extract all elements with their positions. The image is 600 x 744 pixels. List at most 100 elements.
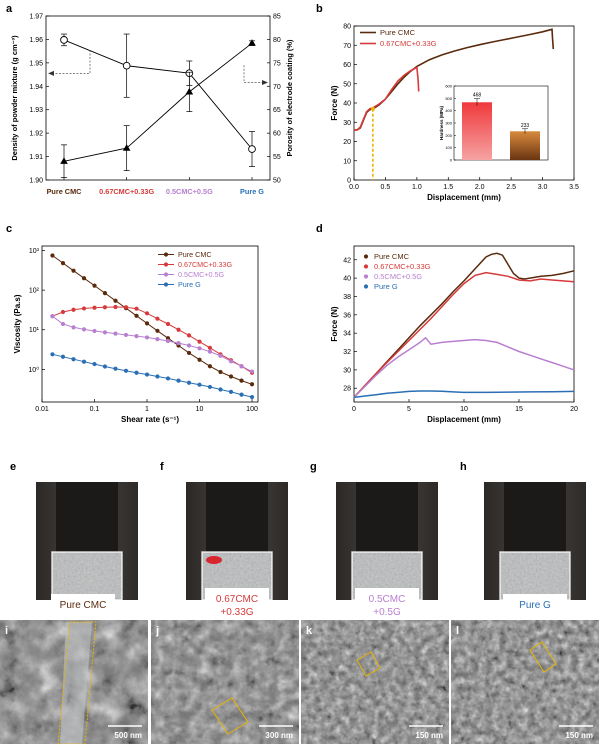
photo-label: 0.67CMC +0.33G xyxy=(216,594,258,618)
photo-label: 0.5CMC +0.5G xyxy=(369,594,406,618)
y-tick-label: 10¹ xyxy=(29,327,40,334)
sem-panel-letter: k xyxy=(306,625,313,637)
legend-label: 0.5CMC+0.5G xyxy=(374,272,422,281)
y2-tick-label: 85 xyxy=(273,14,281,21)
photo-label-box xyxy=(51,594,115,614)
y-tick-label: 1.92 xyxy=(29,131,43,138)
y2-tick-label: 70 xyxy=(273,84,281,91)
data-point xyxy=(165,376,171,381)
y-axis-label: Viscosity (Pa.s) xyxy=(13,294,22,353)
y-tick-label: 28 xyxy=(343,386,351,393)
data-point xyxy=(144,335,150,340)
x-tick-label: 5 xyxy=(407,406,411,413)
y-tick-label: 38 xyxy=(343,294,351,301)
sem-panel-letter: j xyxy=(155,625,159,637)
data-point xyxy=(239,392,244,397)
y-tick-label: 36 xyxy=(343,312,351,319)
x-axis-label: Displacement (mm) xyxy=(427,415,501,424)
data-point xyxy=(186,333,192,338)
legend-label: Pure CMC xyxy=(178,250,212,259)
data-point xyxy=(197,382,202,387)
photo-f: 0.67CMC +0.33G xyxy=(186,482,288,622)
legend-label: 0.67CMC+0.33G xyxy=(374,262,431,271)
data-point xyxy=(155,328,160,333)
category-label: 0.5CMC+0.5G xyxy=(166,187,213,196)
series-line xyxy=(52,315,253,373)
series-line xyxy=(353,252,575,398)
data-point xyxy=(207,349,213,354)
data-point xyxy=(165,338,171,344)
data-point xyxy=(239,364,244,369)
photo-e: Pure CMC xyxy=(36,482,138,614)
y-tick-label: 40 xyxy=(343,101,351,108)
data-point xyxy=(239,378,244,383)
y-tick-label: 1.90 xyxy=(29,178,43,185)
photo-g: 0.5CMC +0.5G xyxy=(336,482,438,622)
y-tick-label: 1.94 xyxy=(29,84,43,91)
y-tick-label: 42 xyxy=(343,257,351,264)
photo-label-box xyxy=(503,594,567,614)
photo-label-box xyxy=(205,588,269,622)
y2-axis-label: Porosity of electrode coating (%) xyxy=(285,39,294,157)
x-tick-label: 1.5 xyxy=(443,184,453,191)
guide-point xyxy=(370,106,375,111)
inset-y-tick-label: 200 xyxy=(445,133,452,138)
y-tick-label: 60 xyxy=(343,62,351,69)
data-point xyxy=(102,364,108,369)
series-line xyxy=(63,42,253,162)
y-tick-label: 1.91 xyxy=(29,154,43,161)
y-tick-label: 10 xyxy=(343,158,351,165)
data-point xyxy=(228,389,234,394)
series-line xyxy=(353,390,575,399)
data-point xyxy=(102,305,108,310)
x-tick-label: 100 xyxy=(246,406,258,413)
panel-letter-g: g xyxy=(310,461,317,473)
data-point xyxy=(207,345,213,350)
photo-row: Pure CMC 0.67CMC +0.33G 0.5CMC +0.5G Pure G xyxy=(36,482,586,622)
y-tick-label: 1.93 xyxy=(29,107,43,114)
data-point-triangle xyxy=(185,87,194,95)
panel-letter-e: e xyxy=(10,461,16,473)
data-point xyxy=(186,380,192,385)
x-tick-label: 3.5 xyxy=(569,184,579,191)
category-label: 0.67CMC+0.33G xyxy=(99,187,154,196)
y-tick-label: 32 xyxy=(343,349,351,356)
data-point xyxy=(123,368,129,373)
series-line xyxy=(63,39,253,150)
legend-label: 0.67CMC+0.33G xyxy=(380,39,437,48)
compression-piston xyxy=(206,482,268,555)
photo-label-line: +0.5G xyxy=(373,607,401,618)
chart-c-viscosity: 0.01 0.1 1 10 100 10⁰ 10¹ 10² 10³ Shear rate (s⁻¹… xyxy=(13,245,259,424)
data-point-triangle xyxy=(248,39,256,46)
legend-label: Pure CMC xyxy=(380,28,416,37)
data-point xyxy=(176,378,181,383)
y2-tick-label: 75 xyxy=(273,60,281,67)
data-point xyxy=(50,352,55,357)
photo-label-line: Pure CMC xyxy=(60,600,107,611)
sem-texture xyxy=(151,620,299,744)
inset-y-label: Hardness (MPa) xyxy=(439,105,444,140)
legend-label: Pure CMC xyxy=(374,252,410,261)
arrowhead-right xyxy=(262,80,268,86)
photo-label-box xyxy=(355,588,419,622)
legend-marker xyxy=(163,272,169,277)
inset-bar xyxy=(462,102,492,160)
data-point xyxy=(113,366,118,371)
data-point xyxy=(123,332,129,338)
sem-image-j: j 300 nm xyxy=(151,620,299,744)
y-tick-label: 10³ xyxy=(29,248,40,255)
plot-frame xyxy=(41,245,259,403)
data-point xyxy=(144,321,150,326)
data-point xyxy=(176,341,181,346)
panel-letter-b: b xyxy=(316,3,323,15)
category-label: Pure CMC xyxy=(47,187,83,196)
chart-d-force-displacement: 0 5 10 15 20 28 30 32 34 36 38 40 42 Displacement (mm… xyxy=(330,245,578,424)
y-tick-label: 1.95 xyxy=(29,60,43,67)
x-tick-label: 0 xyxy=(352,406,356,413)
data-point xyxy=(144,311,150,316)
data-point xyxy=(50,314,55,319)
sem-texture xyxy=(451,620,599,744)
sem-image-k: k 150 nm xyxy=(301,620,449,744)
inset-y-tick-label: 400 xyxy=(445,108,452,113)
plot-frame xyxy=(45,15,271,181)
